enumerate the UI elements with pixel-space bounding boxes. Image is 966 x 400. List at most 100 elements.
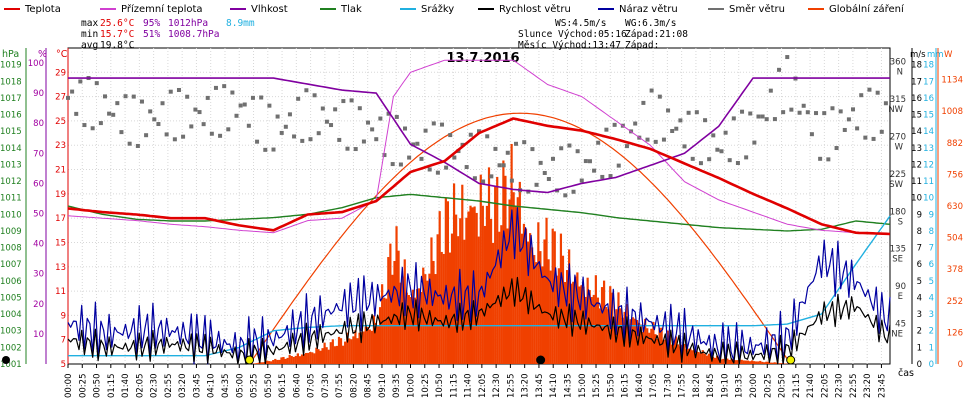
- wind-direction-point: [135, 143, 140, 148]
- radiation-bar: [286, 357, 289, 364]
- wind-direction-point: [78, 79, 83, 84]
- x-tick-label: 13:20: [521, 374, 531, 399]
- temp-tick-label: 23: [55, 141, 66, 151]
- wind-direction-point: [682, 144, 687, 149]
- radiation-bar: [633, 318, 637, 364]
- temp-tick-label: 19: [55, 190, 66, 200]
- radiation-bar: [526, 241, 530, 364]
- radiation-bar: [685, 349, 688, 364]
- hpa-tick-label: 1014: [0, 144, 22, 154]
- dir-tick-name: S: [898, 217, 903, 227]
- radiation-bar: [627, 324, 630, 364]
- mm-tick-label: 18: [923, 61, 934, 71]
- series-line-rychlost-v-tru: [67, 276, 891, 365]
- x-tick-label: 06:40: [292, 374, 302, 399]
- radiation-bar: [253, 363, 256, 364]
- temp-tick-label: 11: [55, 287, 66, 297]
- wind-direction-point: [653, 139, 658, 144]
- radiation-bar: [691, 350, 694, 364]
- wind-direction-point: [867, 87, 872, 92]
- radiation-bar: [290, 356, 293, 364]
- wind-direction-point: [131, 94, 136, 99]
- x-tick-label: 08:45: [364, 374, 374, 399]
- radiation-bar: [637, 322, 641, 364]
- radiation-bar: [543, 239, 546, 364]
- wm2-tick-label: 1008: [941, 107, 963, 117]
- radiation-bar: [537, 222, 540, 364]
- ms-tick-label: 4: [917, 293, 922, 303]
- x-tick-label: 12:30: [492, 374, 502, 399]
- radiation-bar: [344, 341, 347, 364]
- radiation-bar: [300, 354, 304, 364]
- radiation-bar: [378, 307, 382, 364]
- radiation-bar: [676, 344, 680, 364]
- wind-direction-point: [423, 128, 428, 133]
- wind-direction-point: [287, 112, 292, 117]
- radiation-bar: [385, 298, 388, 364]
- radiation-bar: [342, 345, 345, 364]
- stats-moonset: Západ:: [625, 40, 659, 51]
- radiation-bar: [364, 326, 367, 364]
- wind-direction-point: [181, 134, 186, 139]
- wind-direction-point: [448, 133, 453, 138]
- radiation-bar: [409, 297, 413, 364]
- radiation-bar: [360, 332, 363, 364]
- stats-min-temp: 15.7°C: [100, 29, 134, 40]
- mm-tick-label: 7: [929, 244, 934, 254]
- radiation-bar: [750, 360, 754, 364]
- mm-tick-label: 14: [923, 127, 934, 137]
- radiation-bar: [372, 315, 376, 364]
- radiation-bar: [327, 349, 330, 364]
- radiation-bar: [755, 361, 758, 364]
- mm-tick-label: 4: [929, 293, 934, 303]
- radiation-bar: [284, 358, 287, 364]
- wind-direction-point: [711, 133, 716, 138]
- wind-direction-point: [464, 165, 469, 170]
- mm-tick-label: 15: [923, 111, 934, 121]
- ms-tick-label: 1: [917, 343, 922, 353]
- series-line-vlhkost: [68, 77, 890, 194]
- legend-label: Vlhkost: [251, 4, 288, 15]
- radiation-bar: [280, 357, 283, 364]
- ms-tick-label: 11: [911, 177, 922, 187]
- wind-direction-point: [534, 182, 539, 187]
- radiation-bar: [711, 356, 715, 364]
- radiation-bar: [500, 225, 503, 364]
- x-tick-label: 20:00: [749, 374, 759, 399]
- wind-direction-point: [624, 144, 629, 149]
- wind-direction-point: [218, 133, 223, 138]
- wind-direction-point: [152, 117, 157, 122]
- wind-direction-point: [801, 103, 806, 108]
- marker-sunrise: [245, 355, 255, 365]
- temp-tick-label: 9: [61, 311, 66, 321]
- wind-direction-point: [760, 114, 765, 119]
- stats-min-press: 1008.7hPa: [168, 29, 219, 40]
- radiation-bar: [315, 347, 318, 364]
- x-tick-label: 05:25: [250, 374, 260, 399]
- radiation-bar: [294, 355, 297, 364]
- radiation-bar: [405, 292, 408, 364]
- radiation-bar: [518, 181, 521, 364]
- wind-direction-point: [98, 121, 103, 126]
- radiation-bar: [514, 206, 517, 364]
- wind-direction-point: [604, 127, 609, 132]
- radiation-bar: [767, 361, 770, 364]
- x-tick-label: 19:35: [735, 374, 745, 399]
- radiation-bar: [650, 328, 653, 364]
- hpa-axis-unit: hPa: [2, 49, 19, 60]
- wind-direction-point: [477, 129, 481, 134]
- wind-direction-point: [144, 133, 149, 138]
- radiation-bar: [654, 334, 657, 364]
- radiation-bar: [335, 345, 339, 364]
- wind-direction-point: [550, 156, 555, 161]
- radiation-bar: [268, 361, 271, 364]
- radiation-bar: [302, 354, 306, 364]
- wind-direction-point: [744, 155, 749, 160]
- x-tick-label: 10:50: [435, 374, 445, 399]
- series-line-tlak: [67, 193, 891, 232]
- x-tick-label: 21:15: [792, 374, 802, 399]
- wind-direction-point: [579, 178, 584, 183]
- wind-direction-point: [300, 138, 305, 143]
- radiation-bar: [442, 253, 445, 364]
- radiation-bar: [765, 361, 768, 364]
